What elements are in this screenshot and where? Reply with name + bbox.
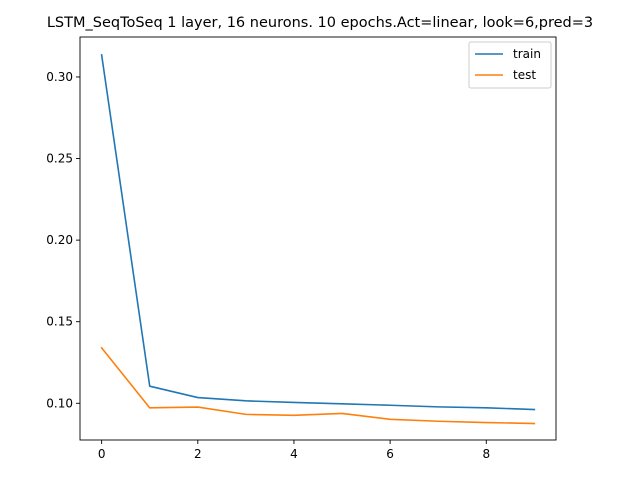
- y-tick-label: 0.30: [46, 70, 73, 84]
- y-tick-label: 0.20: [46, 233, 73, 247]
- plot-area: 0 2 4 6 8 0.10 0.15 0.20 0.25 0.30 train test: [46, 36, 557, 461]
- series-line-test: [100, 346, 536, 425]
- x-tick-label: 4: [290, 447, 298, 461]
- legend-label-train: train: [513, 47, 541, 61]
- y-tick-label: 0.10: [46, 396, 73, 410]
- axes-frame: [79, 36, 557, 441]
- x-tick-label: 6: [386, 447, 394, 461]
- y-tick-label: 0.15: [46, 315, 73, 329]
- series-line-train: [100, 54, 536, 411]
- x-tick-label: 2: [194, 447, 202, 461]
- x-tick-label: 8: [482, 447, 490, 461]
- x-tick-label: 0: [98, 447, 106, 461]
- chart-title: LSTM_SeqToSeq 1 layer, 16 neurons. 10 ep…: [47, 15, 593, 31]
- legend-label-test: test: [513, 68, 536, 82]
- y-tick-label: 0.25: [46, 152, 73, 166]
